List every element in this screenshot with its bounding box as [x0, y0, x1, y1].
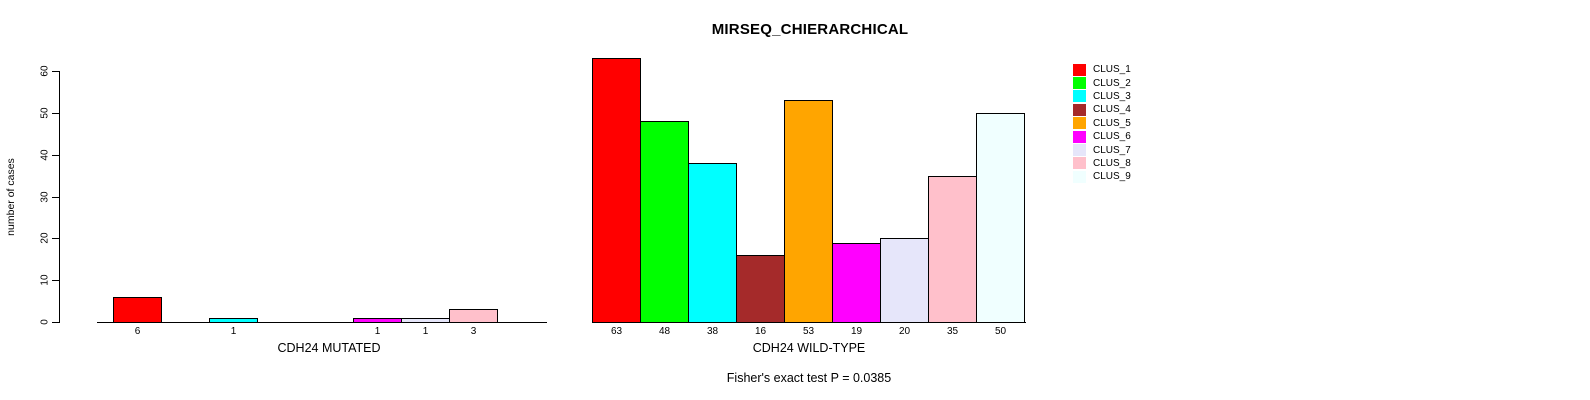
y-tick [52, 113, 59, 114]
bar-clus_1 [113, 297, 162, 323]
bar-value-label: 1 [230, 326, 237, 337]
x-axis-label-mutated: CDH24 MUTATED [277, 341, 381, 355]
bar-value-label: 53 [802, 326, 815, 337]
legend-item: CLUS_6 [1073, 130, 1131, 143]
legend: CLUS_1 CLUS_2 CLUS_3 CLUS_4 CLUS_5 CLUS_6 CLUS… [1073, 63, 1131, 184]
bar-clus_7 [880, 238, 929, 323]
bar-value-label: 50 [994, 326, 1007, 337]
legend-swatch [1073, 117, 1086, 130]
y-axis-line [59, 71, 60, 323]
y-tick [52, 238, 59, 239]
bar-clus_4 [736, 255, 785, 323]
legend-item: CLUS_7 [1073, 143, 1131, 157]
bar-clus_3 [209, 318, 258, 323]
legend-label: CLUS_4 [1093, 104, 1131, 116]
legend-swatch [1073, 130, 1086, 143]
legend-swatch [1073, 157, 1086, 170]
bar-value-label: 38 [706, 326, 719, 337]
fisher-test-annotation: Fisher's exact test P = 0.0385 [726, 371, 892, 385]
bar-clus_3 [688, 163, 737, 323]
bar-clus_6 [832, 243, 881, 323]
bar-clus_5 [784, 100, 833, 323]
y-tick [52, 71, 59, 72]
legend-item: CLUS_1 [1073, 63, 1131, 76]
legend-item: CLUS_5 [1073, 117, 1131, 130]
legend-item: CLUS_3 [1073, 90, 1131, 103]
y-tick [52, 197, 59, 198]
legend-swatch [1073, 77, 1086, 90]
bar-value-label: 3 [470, 326, 477, 337]
bar-value-label: 6 [134, 326, 141, 337]
legend-swatch [1073, 63, 1086, 76]
legend-label: CLUS_2 [1093, 77, 1131, 89]
legend-swatch [1073, 170, 1086, 183]
legend-label: CLUS_9 [1093, 171, 1131, 183]
bar-clus_9 [976, 113, 1025, 323]
legend-label: CLUS_1 [1093, 64, 1131, 76]
legend-label: CLUS_8 [1093, 157, 1131, 169]
chart-title: MIRSEQ_CHIERARCHICAL [711, 21, 909, 38]
legend-label: CLUS_5 [1093, 117, 1131, 129]
x-axis-label-wild-type: CDH24 WILD-TYPE [752, 341, 866, 355]
bar-clus_2 [640, 121, 689, 323]
bar-value-label: 20 [898, 326, 911, 337]
bar-value-label: 63 [610, 326, 623, 337]
bar-clus_1 [592, 58, 641, 323]
y-tick [52, 155, 59, 156]
legend-label: CLUS_6 [1093, 131, 1131, 143]
legend-label: CLUS_7 [1093, 144, 1131, 156]
legend-item: CLUS_2 [1073, 76, 1131, 90]
legend-item: CLUS_4 [1073, 103, 1131, 116]
legend-swatch [1073, 103, 1086, 116]
legend-item: CLUS_8 [1073, 157, 1131, 170]
bar-value-label: 35 [946, 326, 959, 337]
bar-clus_8 [449, 309, 498, 323]
bar-value-label: 1 [374, 326, 381, 337]
legend-swatch [1073, 90, 1086, 103]
legend-item: CLUS_9 [1073, 170, 1131, 183]
legend-label: CLUS_3 [1093, 90, 1131, 102]
y-tick [52, 280, 59, 281]
x-baseline [97, 322, 547, 323]
bar-value-label: 48 [658, 326, 671, 337]
bar-value-label: 19 [850, 326, 863, 337]
y-tick [52, 322, 59, 323]
bar-clus_8 [928, 176, 977, 323]
legend-swatch [1073, 144, 1086, 157]
bar-value-label: 16 [754, 326, 767, 337]
bar-value-label: 1 [422, 326, 429, 337]
